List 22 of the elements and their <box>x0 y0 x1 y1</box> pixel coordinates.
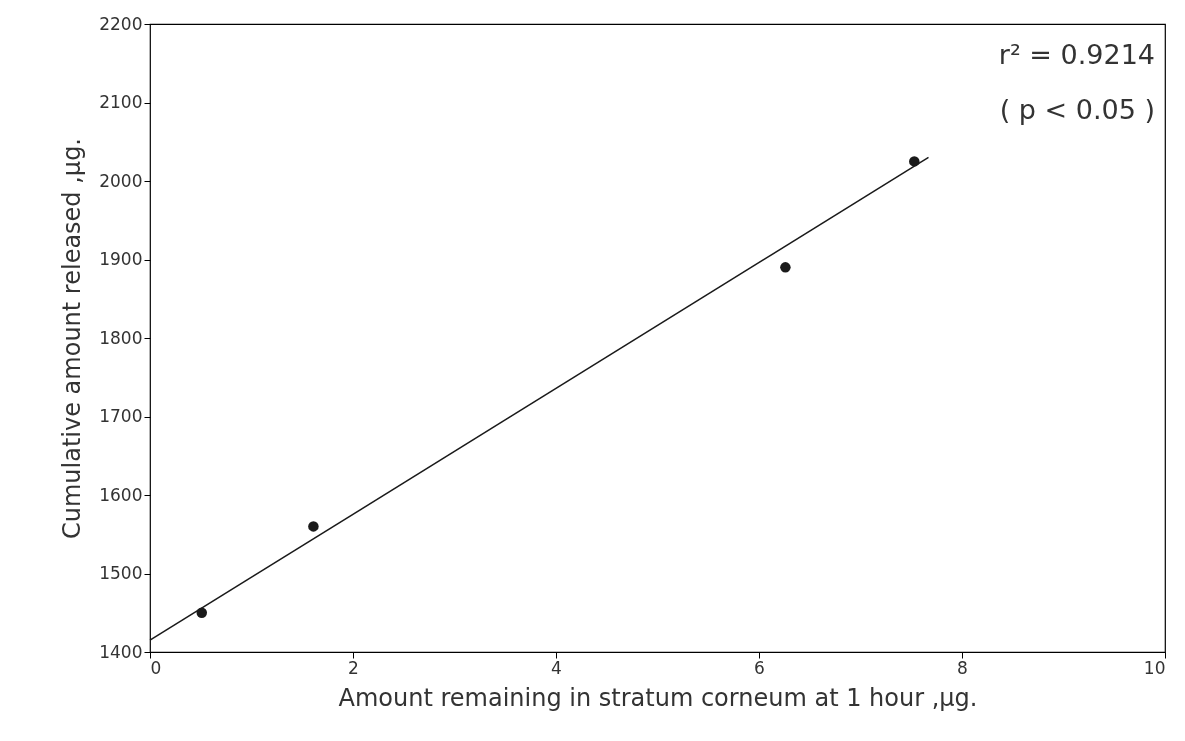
y-tick-label: 2000 <box>99 170 143 191</box>
y-tick-label: 1900 <box>99 249 143 269</box>
y-tick-label: 1800 <box>99 327 143 348</box>
y-tick-label: 1500 <box>99 563 143 583</box>
x-tick-label: 0 <box>150 657 162 678</box>
y-axis-title: Cumulative amount released ,μg. <box>58 138 87 539</box>
x-tick-label: 4 <box>551 657 562 678</box>
y-tick-label: 1400 <box>99 641 143 662</box>
x-axis-title: Amount remaining in stratum corneum at 1 hour ,μg. <box>338 683 978 712</box>
y-tick-label: 2100 <box>99 92 143 112</box>
x-tick-label: 2 <box>348 657 359 678</box>
x-tick-label: 8 <box>957 657 968 678</box>
y-tick-label: 1600 <box>99 484 143 505</box>
point <box>308 521 319 532</box>
y-tick-label: 1700 <box>99 406 143 426</box>
point <box>909 156 920 167</box>
y-tick-label: 2200 <box>99 13 143 34</box>
annotation: r² = 0.9214 <box>998 39 1155 70</box>
annotation: ( p < 0.05 ) <box>999 94 1155 125</box>
point <box>780 262 791 273</box>
x-tick-label: 6 <box>754 657 765 678</box>
x-tick-label: 10 <box>1143 657 1166 678</box>
